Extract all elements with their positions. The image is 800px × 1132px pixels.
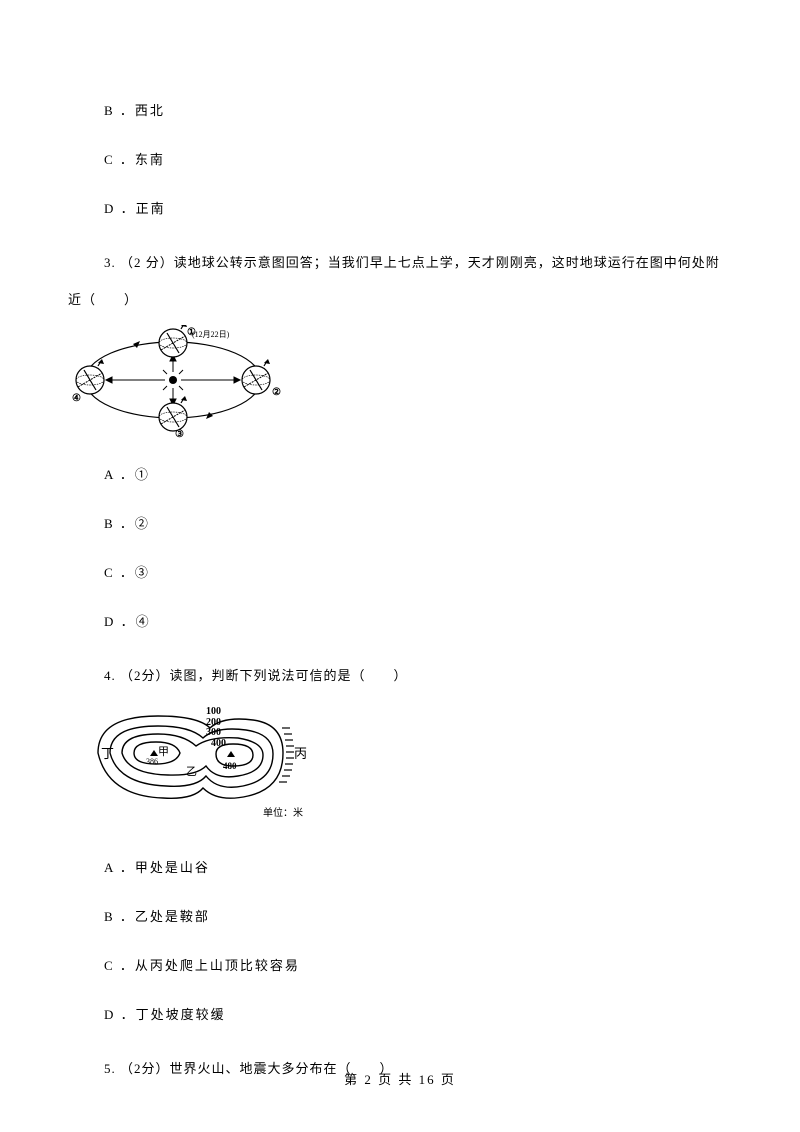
svg-text:386: 386 bbox=[146, 757, 158, 766]
q4-diagram: 100 200 300 400 480 丁 甲 386 乙 丙 单位：米 bbox=[68, 698, 732, 833]
svg-text:单位：米: 单位：米 bbox=[263, 806, 303, 819]
page-footer: 第 2 页 共 16 页 bbox=[0, 1069, 800, 1088]
q3-option-c: C ．③ bbox=[68, 562, 732, 581]
q4-text: 4. （2分）读图，判断下列说法可信的是（ ） bbox=[68, 660, 732, 691]
svg-text:400: 400 bbox=[211, 738, 226, 749]
q3-text-cont: 近（ ） bbox=[68, 284, 732, 315]
svg-text:丙: 丙 bbox=[294, 746, 307, 761]
svg-text:100: 100 bbox=[206, 706, 221, 717]
q4-option-b: B ．乙处是鞍部 bbox=[68, 906, 732, 925]
q3-text: 3. （2 分）读地球公转示意图回答；当我们早上七点上学，天才刚刚亮，这时地球运… bbox=[68, 247, 732, 278]
svg-text:(12月22日): (12月22日) bbox=[192, 330, 230, 339]
q4-option-a: A ．甲处是山谷 bbox=[68, 857, 732, 876]
q2-option-b: B ．西北 bbox=[68, 100, 732, 119]
q4-option-d: D ．丁处坡度较缓 bbox=[68, 1004, 732, 1023]
svg-text:甲: 甲 bbox=[158, 746, 169, 758]
q3-diagram: ① (12月22日) ② ③ ④ bbox=[68, 325, 732, 440]
q2-option-d: D ．正南 bbox=[68, 198, 732, 217]
svg-text:③: ③ bbox=[175, 429, 184, 440]
q3-option-b: B ．② bbox=[68, 513, 732, 532]
svg-text:300: 300 bbox=[206, 727, 221, 738]
q2-option-c: C ．东南 bbox=[68, 149, 732, 168]
svg-text:丁: 丁 bbox=[101, 746, 114, 761]
svg-text:②: ② bbox=[272, 387, 281, 398]
q3-option-a: A ．① bbox=[68, 464, 732, 483]
svg-text:480: 480 bbox=[223, 761, 237, 771]
q3-option-d: D ．④ bbox=[68, 611, 732, 630]
svg-text:④: ④ bbox=[72, 393, 81, 404]
svg-text:乙: 乙 bbox=[186, 765, 197, 778]
q4-option-c: C ．从丙处爬上山顶比较容易 bbox=[68, 955, 732, 974]
